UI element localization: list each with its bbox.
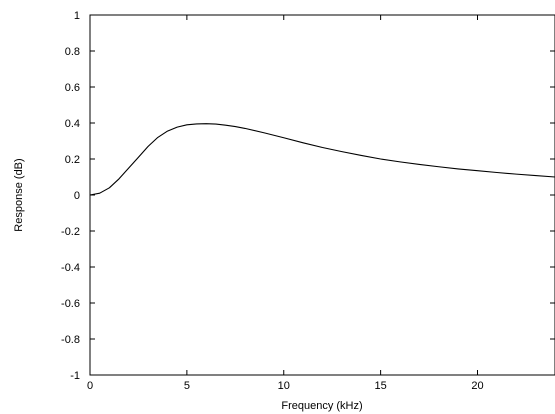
x-tick-label: 0 (87, 380, 93, 392)
y-tick-label: -0.2 (61, 226, 80, 238)
y-tick-label: -0.6 (61, 298, 80, 310)
y-tick-label: -0.8 (61, 334, 80, 346)
plot-frame (89, 14, 555, 376)
x-tick-label: 15 (375, 380, 387, 392)
y-tick-label: 0.4 (65, 118, 80, 130)
plot-area: 1 0.8 0.6 0.4 0.2 0 -0.2 -0.4 -0.6 -0.8 -1 0 5 10 15 20 (61, 10, 555, 392)
y-tick-label: 0.6 (65, 82, 80, 94)
y-tick-label: 1 (74, 10, 80, 22)
x-tick-label: 10 (278, 380, 290, 392)
x-tick-label: 20 (471, 380, 483, 392)
x-tick-label: 5 (184, 380, 190, 392)
y-tick-label: 0 (74, 190, 80, 202)
y-tick-label: -1 (70, 370, 80, 382)
y-tick-label: -0.4 (61, 262, 80, 274)
x-axis-label: Frequency (kHz) (281, 400, 362, 412)
response-curve (89, 123, 555, 196)
y-tick-label: 0.2 (65, 154, 80, 166)
y-axis-label: Response (dB) (13, 158, 25, 231)
y-tick-label: 0.8 (65, 46, 80, 58)
